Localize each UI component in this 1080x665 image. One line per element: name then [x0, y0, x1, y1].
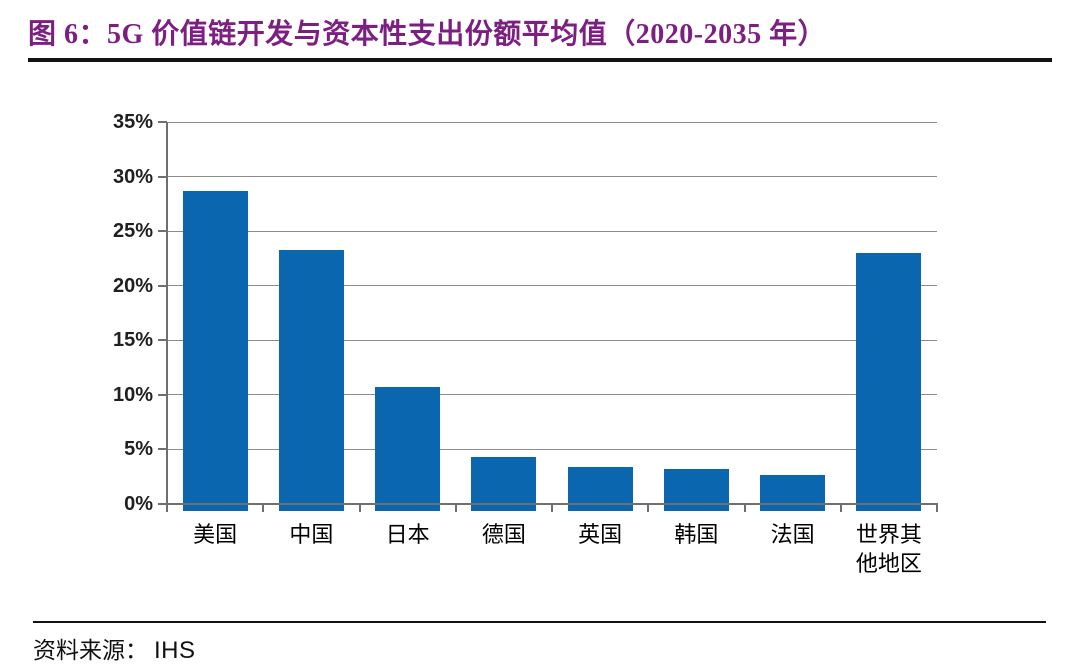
y-axis-tick: [158, 393, 167, 396]
x-axis-label-text: 德国: [481, 522, 526, 547]
y-axis-label: 5%: [124, 438, 153, 461]
x-axis-label: 中国: [263, 520, 359, 549]
x-axis-label-text: 世界其他地区: [855, 522, 922, 577]
x-axis-tick: [743, 505, 746, 512]
gridline: [167, 230, 937, 232]
x-axis-label: 世界其他地区: [841, 520, 937, 578]
y-axis-tick: [158, 448, 167, 451]
gridline: [167, 121, 937, 123]
x-axis-label-text: 法国: [770, 522, 815, 547]
y-axis-tick: [158, 503, 167, 505]
x-axis-tick: [647, 505, 650, 512]
bar: [856, 252, 922, 511]
bar: [182, 190, 248, 511]
x-axis-tick: [454, 505, 457, 512]
y-axis-tick: [158, 121, 167, 123]
source-note: 资料来源： IHS: [33, 631, 196, 665]
y-axis-label: 35%: [112, 111, 153, 133]
x-axis-label-text: 中国: [289, 522, 334, 547]
gridline: [167, 339, 937, 341]
bar: [375, 387, 441, 511]
x-axis-label: 美国: [167, 520, 263, 549]
x-axis-tick: [262, 505, 265, 512]
y-axis-label: 0%: [124, 493, 153, 515]
gridline: [167, 448, 937, 450]
y-axis-tick: [158, 339, 167, 342]
x-axis-tick: [936, 505, 938, 512]
source-value: IHS: [154, 637, 196, 664]
bar-chart: 0% 5% 10% 15% 20% 25% 30% 35% 美国 中国 日本 德国 英国 韩国 法国 世界其他…: [112, 111, 938, 578]
title-divider: [28, 58, 1052, 62]
x-axis-tick: [166, 505, 168, 512]
y-axis-label: 30%: [112, 165, 153, 188]
x-axis-tick: [839, 505, 842, 512]
x-axis-line: [166, 503, 938, 505]
y-axis-line: [166, 122, 168, 506]
x-axis-label: 德国: [456, 520, 552, 549]
gridline: [167, 394, 937, 396]
x-axis-tick: [358, 505, 361, 512]
source-label: 资料来源：: [33, 638, 148, 663]
x-axis-label: 英国: [552, 520, 648, 549]
y-axis-tick: [158, 284, 167, 287]
bar: [471, 457, 537, 511]
y-axis-label: 20%: [112, 274, 153, 297]
source-divider: [33, 621, 1046, 623]
y-axis-tick: [158, 175, 167, 178]
x-axis-label-text: 英国: [578, 522, 623, 547]
y-axis-tick: [158, 230, 167, 233]
y-axis-label: 10%: [112, 383, 153, 406]
x-axis-label-text: 日本: [385, 522, 430, 547]
y-axis-label: 25%: [112, 220, 153, 243]
x-axis-label: 日本: [360, 520, 456, 549]
figure-title: 图 6：5G 价值链开发与资本性支出份额平均值（2020-2035 年）: [28, 19, 827, 50]
y-axis-label: 15%: [112, 329, 153, 352]
x-axis-label-text: 美国: [193, 522, 238, 547]
bar: [760, 474, 826, 511]
x-axis-label: 法国: [745, 520, 841, 549]
bar: [278, 249, 344, 511]
gridline: [167, 285, 937, 287]
gridline: [167, 176, 937, 178]
x-axis-label: 韩国: [648, 520, 744, 549]
x-axis-tick: [551, 505, 553, 512]
x-axis-label-text: 韩国: [674, 522, 719, 547]
